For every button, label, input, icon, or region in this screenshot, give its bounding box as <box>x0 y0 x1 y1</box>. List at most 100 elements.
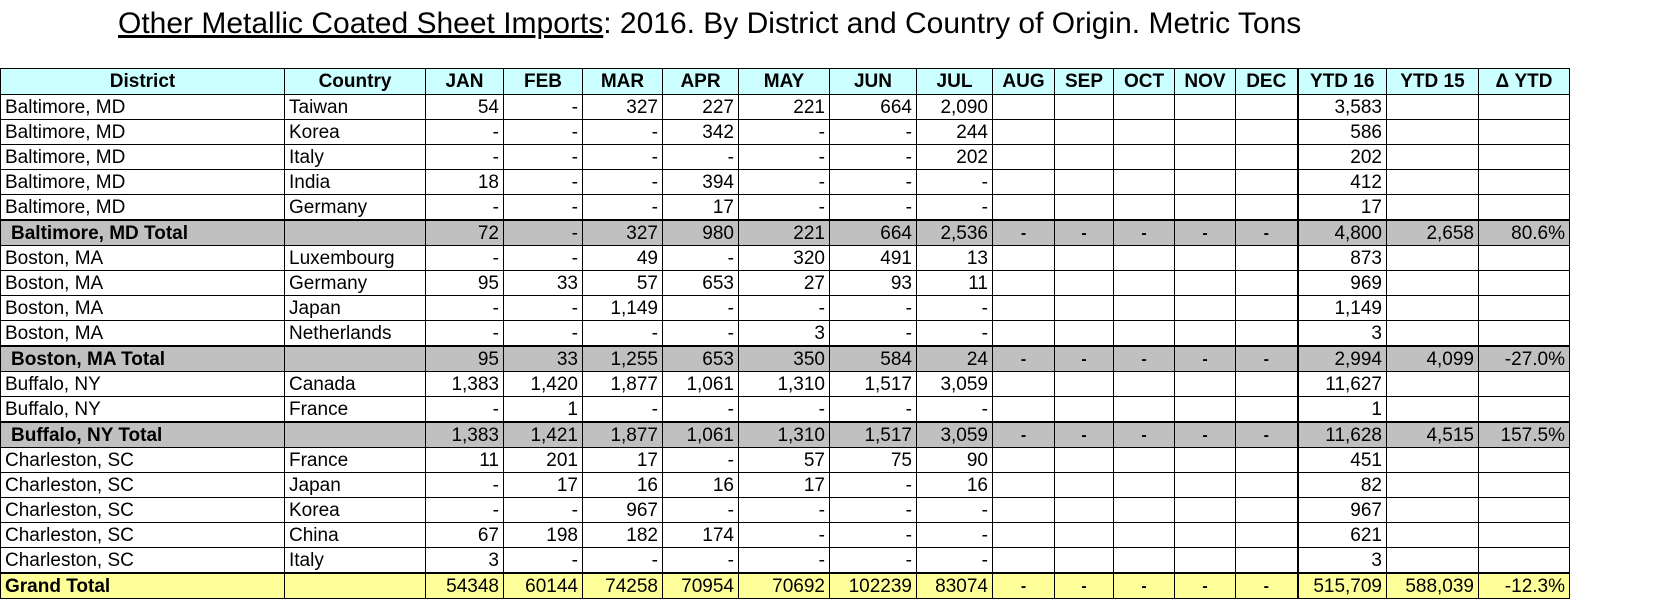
table-cell[interactable] <box>1235 295 1298 321</box>
table-cell[interactable]: - <box>503 295 583 321</box>
table-cell[interactable]: Korea <box>284 497 426 523</box>
table-cell[interactable]: 412 <box>1296 169 1387 195</box>
table-cell[interactable]: 17 <box>582 447 663 473</box>
column-header[interactable]: MAR <box>582 68 663 95</box>
table-cell[interactable]: Canada <box>284 371 426 397</box>
table-cell[interactable]: - <box>829 396 917 423</box>
table-cell[interactable]: Buffalo, NY <box>0 396 285 423</box>
column-header[interactable]: YTD 16 <box>1296 68 1387 95</box>
table-cell[interactable] <box>1386 270 1479 296</box>
table-cell[interactable] <box>1113 144 1175 170</box>
table-cell[interactable] <box>1054 144 1114 170</box>
table-cell[interactable]: - <box>425 144 504 170</box>
table-cell[interactable]: - <box>1235 572 1298 599</box>
table-cell[interactable]: Boston, MA <box>0 245 285 271</box>
table-cell[interactable]: - <box>992 219 1055 246</box>
table-cell[interactable] <box>1386 320 1479 347</box>
table-cell[interactable] <box>992 522 1055 548</box>
table-cell[interactable]: - <box>582 119 663 145</box>
table-cell[interactable] <box>1235 522 1298 548</box>
table-cell[interactable]: - <box>738 169 830 195</box>
table-cell[interactable]: 16 <box>582 472 663 498</box>
table-cell[interactable]: - <box>425 396 504 423</box>
table-cell[interactable]: 11 <box>916 270 993 296</box>
table-cell[interactable] <box>1113 547 1175 574</box>
table-cell[interactable]: 11 <box>425 447 504 473</box>
table-cell[interactable]: - <box>1235 421 1298 448</box>
table-cell[interactable]: 342 <box>662 119 739 145</box>
column-header[interactable]: JUN <box>829 68 917 95</box>
table-cell[interactable]: - <box>829 320 917 347</box>
table-cell[interactable]: 16 <box>916 472 993 498</box>
table-cell[interactable] <box>1054 245 1114 271</box>
table-cell[interactable]: 664 <box>829 94 917 120</box>
table-cell[interactable]: - <box>738 144 830 170</box>
table-cell[interactable]: - <box>1054 572 1114 599</box>
table-cell[interactable]: 1,877 <box>582 421 663 448</box>
table-cell[interactable] <box>1054 194 1114 221</box>
table-cell[interactable]: - <box>1113 421 1175 448</box>
table-cell[interactable] <box>992 270 1055 296</box>
table-cell[interactable]: 1,877 <box>582 371 663 397</box>
table-cell[interactable] <box>1235 396 1298 423</box>
table-cell[interactable]: 67 <box>425 522 504 548</box>
column-header[interactable]: FEB <box>503 68 583 95</box>
table-cell[interactable]: - <box>1113 345 1175 372</box>
table-cell[interactable]: 49 <box>582 245 663 271</box>
table-cell[interactable]: - <box>582 547 663 574</box>
table-cell[interactable] <box>1235 144 1298 170</box>
table-cell[interactable]: 202 <box>916 144 993 170</box>
table-cell[interactable]: Charleston, SC <box>0 547 285 574</box>
table-cell[interactable]: - <box>738 194 830 221</box>
table-cell[interactable] <box>1386 371 1479 397</box>
table-cell[interactable]: 969 <box>1296 270 1387 296</box>
table-cell[interactable]: 57 <box>582 270 663 296</box>
table-cell[interactable]: - <box>503 245 583 271</box>
table-cell[interactable] <box>1235 497 1298 523</box>
table-cell[interactable]: 27 <box>738 270 830 296</box>
table-cell[interactable] <box>992 320 1055 347</box>
table-cell[interactable]: 1 <box>503 396 583 423</box>
table-cell[interactable]: Baltimore, MD <box>0 194 285 221</box>
table-cell[interactable]: 967 <box>582 497 663 523</box>
table-cell[interactable]: - <box>503 194 583 221</box>
table-cell[interactable]: - <box>425 245 504 271</box>
table-cell[interactable]: - <box>503 94 583 120</box>
table-cell[interactable]: 33 <box>503 270 583 296</box>
table-cell[interactable]: 83074 <box>916 572 993 599</box>
table-cell[interactable]: 1,061 <box>662 371 739 397</box>
column-header[interactable]: OCT <box>1113 68 1175 95</box>
table-cell[interactable] <box>1235 169 1298 195</box>
column-header[interactable]: APR <box>662 68 739 95</box>
table-cell[interactable] <box>1054 270 1114 296</box>
table-cell[interactable]: - <box>992 345 1055 372</box>
table-cell[interactable] <box>992 119 1055 145</box>
table-cell[interactable] <box>284 345 426 372</box>
table-cell[interactable]: 1,149 <box>582 295 663 321</box>
table-cell[interactable]: - <box>1113 219 1175 246</box>
table-cell[interactable]: 2,090 <box>916 94 993 120</box>
table-cell[interactable]: 588,039 <box>1386 572 1479 599</box>
table-cell[interactable] <box>1174 522 1236 548</box>
table-cell[interactable] <box>1235 270 1298 296</box>
table-cell[interactable]: India <box>284 169 426 195</box>
table-cell[interactable] <box>1174 270 1236 296</box>
table-cell[interactable] <box>1235 94 1298 120</box>
column-header[interactable]: JAN <box>425 68 504 95</box>
table-cell[interactable] <box>1478 295 1570 321</box>
table-cell[interactable] <box>1174 447 1236 473</box>
table-cell[interactable]: 202 <box>1296 144 1387 170</box>
table-cell[interactable]: 967 <box>1296 497 1387 523</box>
table-cell[interactable]: - <box>916 295 993 321</box>
table-cell[interactable]: 244 <box>916 119 993 145</box>
table-cell[interactable]: 17 <box>662 194 739 221</box>
table-cell[interactable] <box>284 219 426 246</box>
table-cell[interactable]: 1,383 <box>425 421 504 448</box>
table-cell[interactable]: 1,061 <box>662 421 739 448</box>
table-cell[interactable] <box>1386 472 1479 498</box>
table-cell[interactable]: France <box>284 396 426 423</box>
table-cell[interactable] <box>1054 547 1114 574</box>
table-cell[interactable]: - <box>916 320 993 347</box>
table-cell[interactable]: Boston, MA Total <box>0 345 285 372</box>
table-cell[interactable]: - <box>662 547 739 574</box>
